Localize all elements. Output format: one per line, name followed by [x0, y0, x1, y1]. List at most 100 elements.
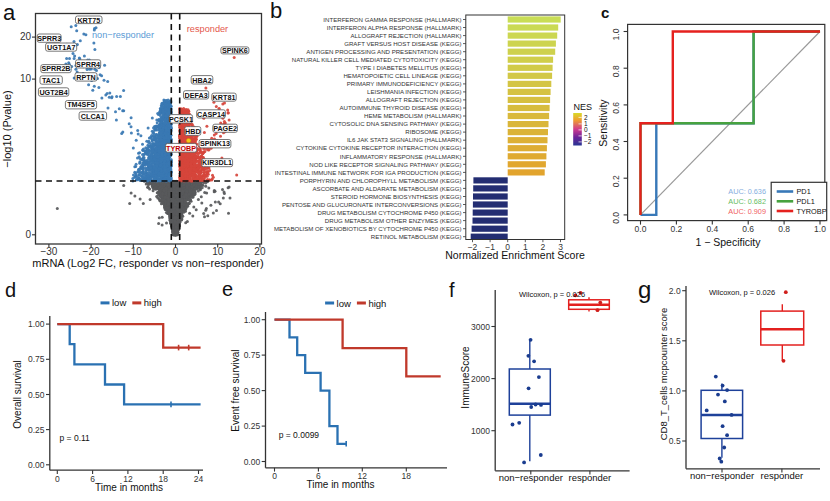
svg-text:CASP14: CASP14: [197, 110, 225, 119]
svg-text:0: 0: [25, 229, 31, 240]
svg-text:low: low: [112, 297, 126, 308]
svg-text:0: 0: [55, 474, 60, 484]
svg-text:−log10 (Pvalue): −log10 (Pvalue): [1, 90, 13, 167]
svg-text:a: a: [3, 0, 16, 25]
svg-text:CYTOSOLIC DNA SENSING PATHWAY: CYTOSOLIC DNA SENSING PATHWAY (KEGG): [330, 120, 462, 127]
svg-text:Time in months: Time in months: [95, 482, 163, 493]
svg-text:0.75: 0.75: [28, 354, 45, 364]
svg-text:UGT1A7: UGT1A7: [47, 43, 75, 52]
svg-text:−10: −10: [125, 246, 142, 257]
svg-text:10: 10: [212, 246, 224, 257]
svg-text:1.00: 1.00: [244, 315, 261, 325]
svg-text:non−responder: non−responder: [499, 472, 563, 483]
svg-text:d: d: [5, 279, 16, 301]
svg-text:−2: −2: [584, 138, 592, 145]
svg-text:NOD LIKE RECEPTOR SIGNALING PA: NOD LIKE RECEPTOR SIGNALING PATHWAY (KEG…: [309, 161, 461, 168]
svg-text:ImmuneScore: ImmuneScore: [460, 346, 471, 409]
svg-text:1 − Specificity: 1 − Specificity: [695, 236, 761, 248]
svg-text:RETINOL METABOLISM (KEGG): RETINOL METABOLISM (KEGG): [371, 233, 462, 240]
svg-text:0.25: 0.25: [244, 421, 261, 431]
svg-text:f: f: [449, 279, 455, 301]
svg-text:INTERFERON ALPHA RESPONSE (HAL: INTERFERON ALPHA RESPONSE (HALLMARK): [327, 24, 462, 31]
svg-text:Wilcoxon, p = 0.026: Wilcoxon, p = 0.026: [709, 288, 775, 297]
svg-text:non−responder: non−responder: [690, 470, 754, 481]
svg-text:0.8: 0.8: [611, 65, 621, 77]
svg-text:Wilcoxon, p = 0.026: Wilcoxon, p = 0.026: [519, 290, 585, 299]
svg-text:Time in months: Time in months: [307, 479, 375, 490]
svg-text:CLCA1: CLCA1: [81, 112, 105, 121]
svg-text:c: c: [601, 4, 609, 21]
svg-text:SPRR3: SPRR3: [37, 34, 61, 43]
svg-text:0.0: 0.0: [611, 212, 621, 224]
svg-text:mRNA (Log2 FC, responder vs no: mRNA (Log2 FC, responder vs non−responde…: [32, 257, 263, 269]
svg-text:0.00: 0.00: [28, 460, 45, 470]
svg-text:1.5: 1.5: [669, 336, 681, 346]
svg-text:PENTOSE AND GLUCURONATE INTERC: PENTOSE AND GLUCURONATE INTERCONVERSIONS…: [282, 201, 462, 208]
svg-text:3000: 3000: [471, 322, 490, 332]
svg-text:0.2: 0.2: [611, 175, 621, 187]
svg-text:CYTOKINE CYTOKINE RECEPTOR INT: CYTOKINE CYTOKINE RECEPTOR INTERACTION (…: [296, 144, 462, 151]
svg-text:STEROID HORMONE BIOSYNTHESIS (: STEROID HORMONE BIOSYNTHESIS (KEGG): [331, 193, 462, 200]
svg-text:Sensitivity: Sensitivity: [597, 99, 609, 147]
svg-text:SPRR2B: SPRR2B: [41, 64, 70, 73]
svg-text:2.0: 2.0: [669, 286, 681, 296]
svg-text:DRUG METABOLISM OTHER ENZYMES: DRUG METABOLISM OTHER ENZYMES (KEGG): [325, 217, 462, 224]
svg-text:0.6: 0.6: [742, 224, 754, 234]
svg-text:LEISHMANIA INFECTION (KEGG): LEISHMANIA INFECTION (KEGG): [367, 88, 461, 95]
svg-text:SPRR4: SPRR4: [76, 60, 100, 69]
svg-text:ASCORBATE AND ALDARATE METABOL: ASCORBATE AND ALDARATE METABOLISM (KEGG): [313, 185, 462, 192]
svg-text:PDL1: PDL1: [797, 197, 815, 206]
svg-text:TM4SF5: TM4SF5: [67, 100, 95, 109]
svg-text:DEFA3: DEFA3: [185, 91, 208, 100]
svg-text:TYROBP: TYROBP: [797, 207, 827, 216]
svg-text:TAC1: TAC1: [42, 76, 60, 85]
svg-text:1.0: 1.0: [669, 386, 681, 396]
svg-text:TYPE I DIABETES MELLITUS (KEGG: TYPE I DIABETES MELLITUS (KEGG): [356, 64, 462, 71]
svg-text:p = 0.0099: p = 0.0099: [279, 430, 320, 440]
svg-text:KRT75: KRT75: [77, 16, 100, 25]
svg-text:20: 20: [20, 31, 32, 42]
svg-text:AUC: 0.636: AUC: 0.636: [728, 187, 766, 196]
svg-text:0: 0: [173, 246, 179, 257]
svg-text:1000: 1000: [471, 426, 490, 436]
svg-text:1.0: 1.0: [814, 224, 826, 234]
svg-text:0.75: 0.75: [244, 350, 261, 360]
svg-text:0.50: 0.50: [244, 386, 261, 396]
svg-text:HEMATOPOIETIC CELL LINEAGE (KE: HEMATOPOIETIC CELL LINEAGE (KEGG): [343, 72, 461, 79]
svg-text:non−responder: non−responder: [92, 30, 154, 40]
svg-text:UGT2B4: UGT2B4: [39, 88, 67, 97]
svg-text:10: 10: [20, 73, 32, 84]
svg-text:2000: 2000: [471, 374, 490, 384]
svg-text:high: high: [144, 297, 162, 308]
svg-text:responder: responder: [187, 24, 228, 34]
svg-text:0.6: 0.6: [611, 102, 621, 114]
svg-text:0.25: 0.25: [28, 425, 45, 435]
svg-text:KRT81: KRT81: [213, 93, 236, 102]
svg-text:20: 20: [254, 246, 266, 257]
svg-text:ALLOGRAFT REJECTION (KEGG): ALLOGRAFT REJECTION (KEGG): [366, 96, 462, 103]
svg-text:responder: responder: [761, 470, 804, 481]
svg-text:PORPHYRIN AND CHLOROPHYLL META: PORPHYRIN AND CHLOROPHYLL METABOLISM (KE…: [300, 177, 462, 184]
svg-text:−30: −30: [40, 246, 57, 257]
svg-text:e: e: [222, 278, 233, 300]
svg-text:0.4: 0.4: [611, 138, 621, 150]
svg-text:PAGE2: PAGE2: [213, 124, 237, 133]
svg-text:SPINK13: SPINK13: [200, 139, 230, 148]
svg-text:ANTIGEN PROCESSING AND PRESENT: ANTIGEN PROCESSING AND PRESENTATION (KEG…: [306, 48, 461, 55]
svg-text:b: b: [270, 0, 282, 23]
svg-text:1.0: 1.0: [611, 28, 621, 40]
svg-text:PRIMARY IMMUNODEFICIENCY (KEGG: PRIMARY IMMUNODEFICIENCY (KEGG): [347, 80, 462, 87]
svg-text:NATURAL KILLER CELL MEDIATED C: NATURAL KILLER CELL MEDIATED CYTOTOXICIT…: [292, 56, 462, 63]
svg-text:1.00: 1.00: [28, 319, 45, 329]
svg-text:0.50: 0.50: [28, 390, 45, 400]
svg-text:18: 18: [402, 471, 412, 481]
svg-text:RIBOSOME (KEGG): RIBOSOME (KEGG): [405, 128, 461, 135]
svg-text:0: 0: [272, 471, 277, 481]
svg-text:HBD: HBD: [185, 127, 201, 136]
svg-text:AUC: 0.909: AUC: 0.909: [728, 207, 766, 216]
svg-text:RPTN: RPTN: [76, 73, 96, 82]
svg-text:high: high: [368, 298, 386, 309]
svg-text:0.8: 0.8: [778, 224, 790, 234]
svg-text:SPINK6: SPINK6: [222, 46, 248, 55]
svg-text:GRAFT VERSUS HOST DISEASE (KEG: GRAFT VERSUS HOST DISEASE (KEGG): [344, 40, 461, 47]
